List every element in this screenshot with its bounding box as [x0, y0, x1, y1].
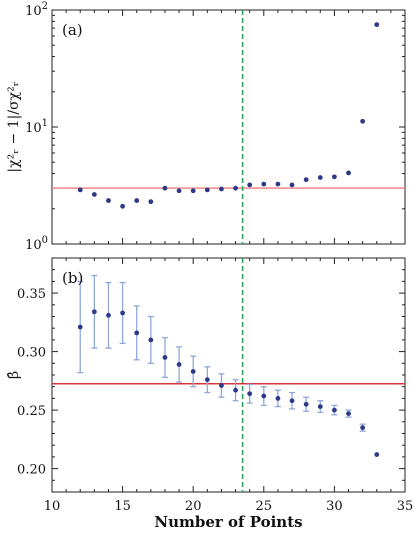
- x-tick-label: 10: [44, 499, 61, 514]
- data-point: [204, 187, 210, 193]
- y-tick-label: 0.25: [17, 404, 46, 419]
- data-point: [360, 425, 366, 431]
- axes-frame: [51, 257, 406, 493]
- x-tick-label: 20: [185, 499, 202, 514]
- x-tick-label: 25: [256, 499, 273, 514]
- data-point: [91, 309, 97, 315]
- y-axis-label: β̂: [6, 371, 22, 379]
- data-point: [120, 310, 125, 316]
- data-point: [374, 22, 380, 28]
- data-point: [374, 452, 380, 457]
- x-tick-label: 30: [326, 499, 343, 514]
- data-point: [134, 198, 140, 203]
- data-point: [275, 396, 281, 401]
- data-point: [360, 118, 366, 124]
- data-point: [289, 398, 295, 404]
- data-point: [162, 185, 168, 191]
- data-point: [247, 182, 253, 188]
- axes-frame: [51, 9, 406, 245]
- panel-label: (a): [62, 21, 83, 39]
- data-point: [204, 377, 210, 383]
- data-point: [219, 383, 224, 388]
- y-tick-label: 100: [25, 235, 48, 253]
- data-point: [190, 188, 196, 194]
- data-point: [176, 188, 182, 194]
- y-tick-label: 101: [25, 118, 48, 136]
- data-point: [91, 192, 97, 197]
- panel-a: 100 101 102 (a) |χ²ᵣ − 1|/σχ²ᵣ: [6, 1, 406, 253]
- data-point: [233, 387, 238, 393]
- data-point: [303, 177, 309, 183]
- data-point: [106, 312, 111, 318]
- data-point: [289, 182, 295, 188]
- y-tick-label: 0.35: [17, 287, 46, 302]
- data-point: [162, 355, 168, 360]
- x-tick-label: 15: [114, 499, 131, 514]
- data-point: [176, 362, 182, 367]
- data-point: [219, 186, 224, 192]
- data-point: [317, 175, 323, 180]
- data-point: [247, 391, 253, 397]
- x-axis-label: Number of Points: [154, 513, 302, 531]
- y-tick-label: 102: [25, 1, 48, 19]
- data-point: [303, 401, 309, 407]
- data-point: [148, 337, 154, 343]
- data-point: [346, 170, 351, 176]
- panel-label: (b): [62, 269, 83, 287]
- y-tick-label: 0.30: [17, 346, 46, 361]
- data-point: [332, 407, 337, 413]
- data-point: [332, 174, 337, 180]
- data-point: [120, 203, 125, 209]
- data-point: [148, 199, 154, 205]
- data-point: [275, 181, 281, 187]
- data-point: [261, 393, 267, 399]
- data-point: [77, 187, 83, 193]
- data-point: [317, 404, 323, 409]
- data-point: [190, 369, 196, 374]
- data-point: [346, 411, 351, 417]
- y-axis-label: |χ²ᵣ − 1|/σχ²ᵣ: [6, 81, 22, 172]
- data-point: [106, 198, 111, 203]
- data-point: [134, 330, 140, 336]
- y-tick-label: 0.20: [17, 463, 46, 478]
- panel-b: 0.20 0.25 0.30 0.35 (b) β̂ 10 15 20 25 30 35 Number …: [6, 257, 414, 531]
- data-point: [77, 324, 83, 330]
- x-tick-label: 35: [397, 499, 414, 514]
- data-point: [233, 185, 238, 191]
- data-point: [261, 181, 267, 187]
